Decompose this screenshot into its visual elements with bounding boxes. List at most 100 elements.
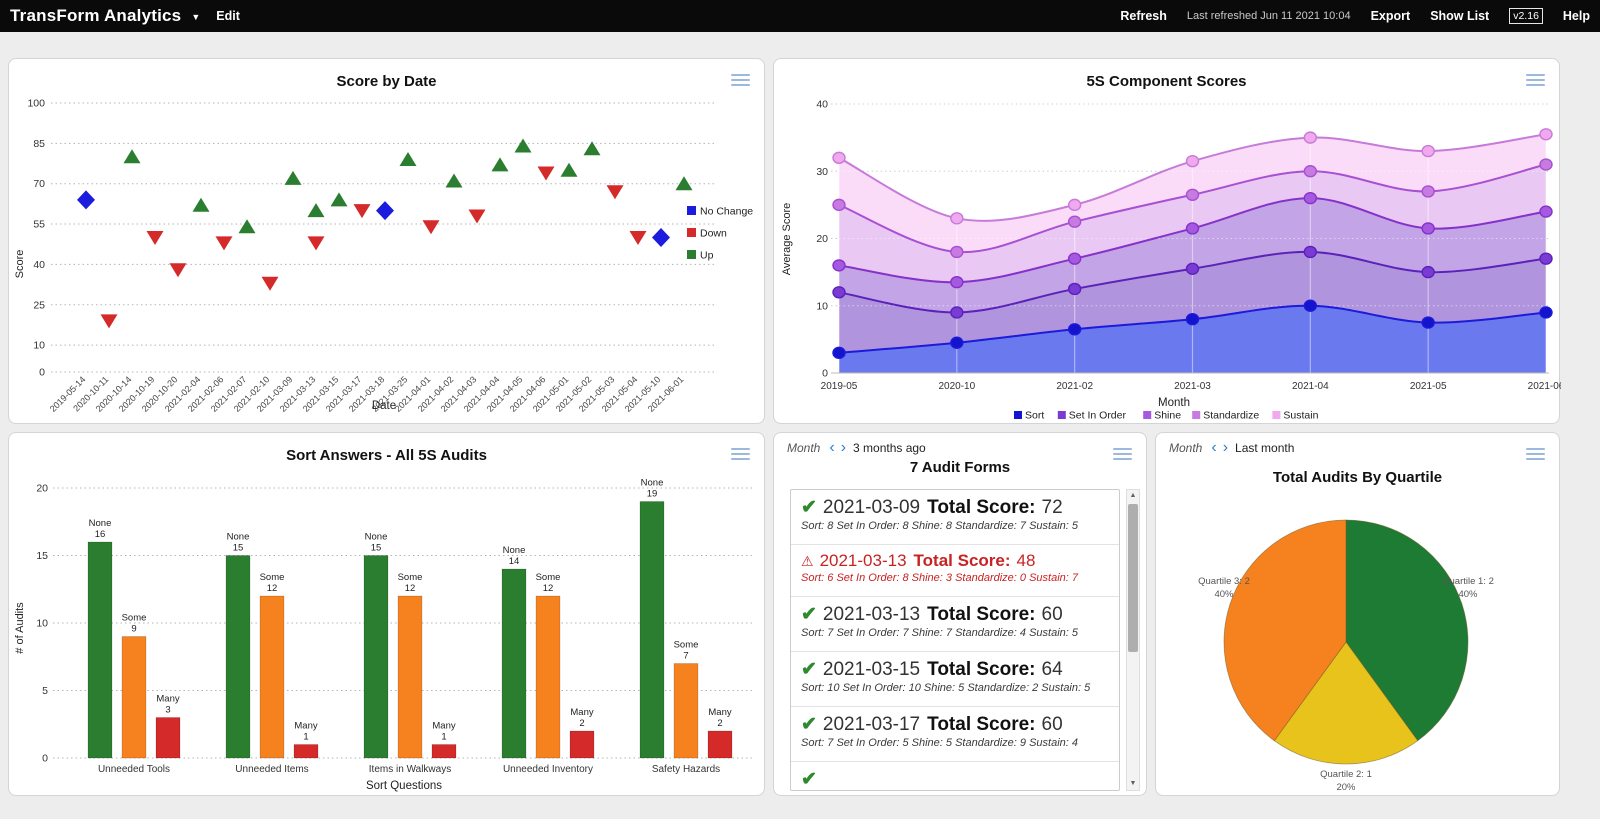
total-score-label: Total Score: <box>927 714 1036 735</box>
audit-list-scrollbar[interactable]: ▲ ▼ <box>1126 489 1140 791</box>
nav-scope-label: Month <box>787 441 821 455</box>
prev-month-button[interactable]: ‹ <box>829 439 835 456</box>
audit-item[interactable]: ✔ 2021-03-13 Total Score: 60 Sort: 7 Set In … <box>791 597 1119 652</box>
data-point <box>1421 185 1435 198</box>
audit-item-header: ⚠ 2021-03-13 Total Score: 48 <box>801 551 1109 571</box>
scroll-up-arrow-icon[interactable]: ▲ <box>1129 492 1137 499</box>
audit-item[interactable]: ✔ <box>791 762 1119 790</box>
export-button[interactable]: Export <box>1370 9 1411 23</box>
audit-item[interactable]: ✔ 2021-03-15 Total Score: 64 Sort: 10 Set In… <box>791 652 1119 707</box>
check-icon: ✔ <box>801 714 817 735</box>
refresh-button[interactable]: Refresh <box>1120 9 1167 23</box>
next-month-button[interactable]: › <box>840 439 847 456</box>
legend-label: Shine <box>1154 410 1181 422</box>
data-point <box>832 346 846 360</box>
sort-answers-title: Sort Answers - All 5S Audits <box>286 447 487 464</box>
scatter-point-down <box>629 231 647 245</box>
bar-many <box>431 744 457 759</box>
audit-component-scores: Sort: 6 Set In Order: 8 Shine: 3 Standar… <box>801 572 1078 584</box>
panel-score-by-date: Score by Date 0 10 25 40 55 70 85 100 2019-05-14… <box>8 58 765 424</box>
pie-slice-label: Quartile 2: 1 <box>1320 769 1372 780</box>
audit-item[interactable]: ⚠ 2021-03-13 Total Score: 48 Sort: 6 Set In … <box>791 545 1119 597</box>
audit-date: 2021-03-17 <box>822 714 921 735</box>
month-nav: Month ‹ › 3 months ago <box>787 439 926 456</box>
x-tick-label: Unneeded Inventory <box>503 764 593 775</box>
y-tick-label: 55 <box>33 219 45 231</box>
last-refreshed-text: Last refreshed Jun 11 2021 10:04 <box>1186 10 1351 22</box>
y-tick-label: 0 <box>42 753 48 765</box>
y-tick-label: 70 <box>33 178 45 190</box>
menu-icon[interactable] <box>1113 445 1132 463</box>
bar-many <box>707 730 733 759</box>
data-point <box>950 336 964 349</box>
data-point <box>1185 154 1200 168</box>
bar-many <box>293 744 319 759</box>
legend-swatch <box>1143 411 1152 419</box>
version-badge[interactable]: v2.16 <box>1509 8 1543 24</box>
menu-icon[interactable] <box>731 71 750 89</box>
scatter-point-no-change <box>77 190 95 210</box>
bar-value-label: 12 <box>543 583 554 594</box>
audit-item[interactable]: ✔ 2021-03-09 Total Score: 72 Sort: 8 Set In … <box>791 490 1119 545</box>
data-point <box>1067 323 1082 336</box>
y-tick-label: 25 <box>33 299 45 311</box>
legend-swatch <box>1014 411 1022 419</box>
menu-icon[interactable] <box>1526 445 1545 463</box>
data-point <box>1067 198 1082 212</box>
scatter-point-up <box>330 192 348 207</box>
y-tick-label: 20 <box>36 483 48 495</box>
data-point <box>832 286 846 299</box>
scroll-down-arrow-icon[interactable]: ▼ <box>1129 780 1137 787</box>
scatter-point-up <box>514 138 532 153</box>
data-point <box>1539 128 1553 141</box>
bar-series-label: None <box>503 545 526 556</box>
pie-slice-label: Quartile 1: 2 <box>1442 576 1494 587</box>
y-tick-label: 40 <box>816 99 828 111</box>
help-button[interactable]: Help <box>1562 9 1590 23</box>
bar-some <box>673 663 699 759</box>
data-point <box>1067 215 1082 228</box>
x-axis-label: Date <box>372 400 396 412</box>
data-point <box>1421 144 1435 158</box>
next-month-button[interactable]: › <box>1222 439 1229 456</box>
edit-button[interactable]: Edit <box>216 9 240 23</box>
bar-value-label: 12 <box>267 583 278 594</box>
y-tick-label: 20 <box>816 233 828 245</box>
title-dropdown-caret-icon[interactable]: ▼ <box>191 12 201 22</box>
menu-icon[interactable] <box>1526 71 1545 89</box>
score-by-date-chart: 01025405570851002019-05-142020-10-112020… <box>14 98 753 414</box>
bar-value-label: 16 <box>95 529 106 540</box>
total-score-value: 64 <box>1041 659 1063 680</box>
legend-swatch <box>1272 411 1281 419</box>
scatter-point-up <box>307 203 325 218</box>
total-score-label: Total Score: <box>927 604 1036 625</box>
data-point <box>1303 245 1318 259</box>
show-list-button[interactable]: Show List <box>1430 9 1490 23</box>
bar-series-label: None <box>227 532 250 543</box>
bar-value-label: 2 <box>717 718 722 729</box>
topbar-actions: Refresh Last refreshed Jun 11 2021 10:04… <box>1100 8 1590 24</box>
panel-total-audits-by-quartile: Month ‹ › Last month Total Audits By Qua… <box>1155 432 1560 796</box>
y-tick-label: 85 <box>33 138 45 150</box>
panel-audit-forms: Month ‹ › 3 months ago 7 Audit Forms ✔ 20… <box>773 432 1147 796</box>
check-icon: ✔ <box>801 604 817 625</box>
menu-icon[interactable] <box>731 445 750 463</box>
scatter-point-up <box>675 176 693 191</box>
x-tick-label: Items in Walkways <box>369 764 451 775</box>
x-axis-label: Month <box>1158 397 1190 409</box>
audit-item-header: ✔ 2021-03-15 Total Score: 64 <box>801 658 1109 681</box>
check-icon: ✔ <box>801 497 817 518</box>
x-tick-label: Unneeded Items <box>235 764 308 775</box>
legend-label: No Change <box>700 206 753 218</box>
total-score-value: 48 <box>1016 551 1036 570</box>
audit-item[interactable]: ✔ 2021-03-17 Total Score: 60 Sort: 7 Set In … <box>791 707 1119 762</box>
prev-month-button[interactable]: ‹ <box>1211 439 1217 456</box>
audit-component-scores: Sort: 7 Set In Order: 5 Shine: 5 Standar… <box>801 737 1078 749</box>
pie-slice-pct: 40% <box>1458 589 1478 600</box>
data-point <box>1539 205 1553 218</box>
scrollbar-thumb[interactable] <box>1128 504 1138 652</box>
legend-label: Down <box>700 228 727 240</box>
y-tick-label: 5 <box>42 685 48 697</box>
audit-date: 2021-03-13 <box>819 551 907 570</box>
x-tick-label: 2021-04 <box>1292 381 1329 392</box>
